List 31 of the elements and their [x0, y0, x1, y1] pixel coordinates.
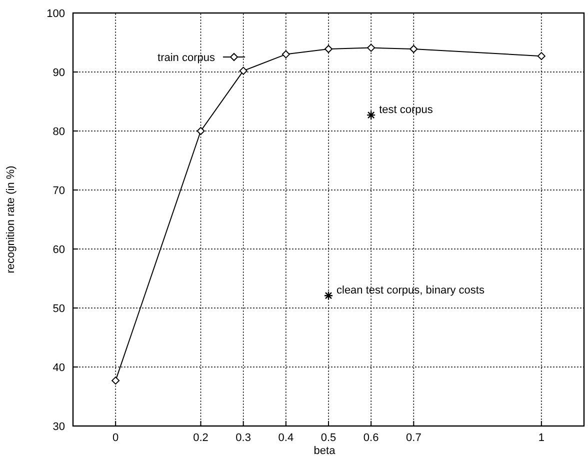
x-tick-label: 0.6 — [363, 432, 379, 444]
point — [324, 44, 332, 53]
x-tick-label: 1 — [538, 432, 544, 444]
point — [112, 376, 120, 385]
point — [324, 291, 334, 300]
series-label: test corpus — [379, 104, 434, 116]
y-tick-label: 40 — [52, 362, 65, 374]
x-tick-label: 0 — [112, 432, 119, 444]
y-tick-label: 50 — [52, 303, 65, 315]
x-tick-label: 0.5 — [320, 432, 336, 444]
point — [410, 44, 418, 53]
point — [366, 110, 376, 120]
point — [537, 52, 546, 60]
point — [239, 66, 248, 75]
x-tick-label: 0.2 — [193, 432, 208, 444]
legend-label: train corpus — [158, 52, 216, 64]
x-axis-title: beta — [314, 445, 336, 456]
y-tick-label: 30 — [52, 421, 65, 433]
y-tick-label: 60 — [52, 244, 65, 256]
y-tick-label: 100 — [46, 8, 65, 20]
x-tick-label: 0.7 — [406, 432, 422, 444]
series-label: clean test corpus, binary costs — [336, 284, 485, 297]
point — [282, 50, 290, 58]
y-tick-label: 90 — [52, 67, 65, 79]
point — [367, 44, 376, 52]
y-axis-title: recognition rate (in %) — [5, 166, 17, 274]
x-tick-label: 0.4 — [278, 432, 294, 444]
x-tick-label: 0.3 — [236, 432, 251, 444]
y-tick-label: 80 — [52, 126, 65, 138]
point — [196, 127, 205, 135]
y-tick-label: 70 — [52, 185, 65, 197]
